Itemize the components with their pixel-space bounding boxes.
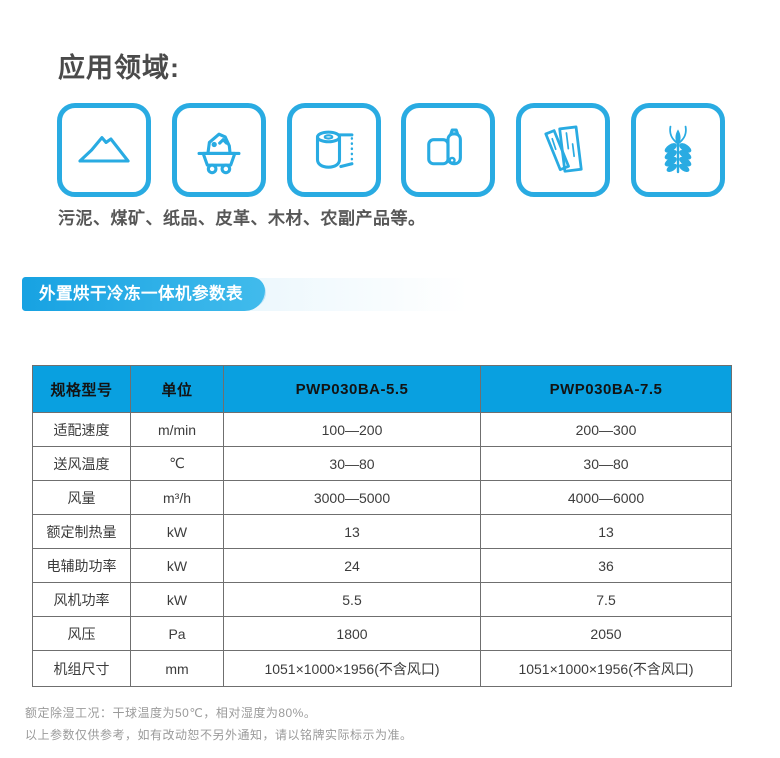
row-unit: ℃ bbox=[130, 446, 224, 481]
row-value-5-5: 5.5 bbox=[223, 582, 481, 617]
row-value-7-5: 36 bbox=[480, 548, 732, 583]
table-row: 电辅助功率 kW 24 36 bbox=[32, 548, 732, 583]
row-value-7-5: 7.5 bbox=[480, 582, 732, 617]
row-value-7-5: 4000—6000 bbox=[480, 480, 732, 515]
wood-planks-icon bbox=[516, 103, 611, 197]
application-icons-row bbox=[57, 103, 725, 197]
table-row: 风量 m³/h 3000—5000 4000—6000 bbox=[32, 480, 732, 515]
row-unit: kW bbox=[130, 582, 224, 617]
row-unit: m/min bbox=[130, 412, 224, 447]
spec-table: 规格型号 单位 PWP030BA-5.5 PWP030BA-7.5 适配速度 m… bbox=[32, 365, 732, 687]
row-value-5-5: 100—200 bbox=[223, 412, 481, 447]
table-row: 额定制热量 kW 13 13 bbox=[32, 514, 732, 549]
row-value-7-5: 30—80 bbox=[480, 446, 732, 481]
row-value-5-5: 24 bbox=[223, 548, 481, 583]
parameter-table-banner: 外置烘干冷冻一体机参数表 bbox=[22, 277, 265, 311]
row-label: 电辅助功率 bbox=[32, 548, 131, 583]
row-label: 适配速度 bbox=[32, 412, 131, 447]
row-label: 风量 bbox=[32, 480, 131, 515]
row-value-5-5: 3000—5000 bbox=[223, 480, 481, 515]
row-value-5-5: 1800 bbox=[223, 616, 481, 651]
application-areas-caption: 污泥、煤矿、纸品、皮革、木材、农副产品等。 bbox=[58, 209, 426, 228]
row-label: 风机功率 bbox=[32, 582, 131, 617]
coal-cart-icon bbox=[171, 103, 266, 197]
row-value-5-5: 30—80 bbox=[223, 446, 481, 481]
row-label: 风压 bbox=[32, 616, 131, 651]
row-value-7-5: 1051×1000×1956(不含风口) bbox=[480, 650, 732, 687]
row-unit: kW bbox=[130, 514, 224, 549]
spec-table-header-row: 规格型号 单位 PWP030BA-5.5 PWP030BA-7.5 bbox=[32, 365, 732, 413]
row-unit: m³/h bbox=[130, 480, 224, 515]
row-value-5-5: 1051×1000×1956(不含风口) bbox=[223, 650, 481, 687]
col-header-pwp030ba-5-5: PWP030BA-5.5 bbox=[223, 365, 481, 413]
row-unit: kW bbox=[130, 548, 224, 583]
row-unit: Pa bbox=[130, 616, 224, 651]
footnotes: 额定除湿工况：干球温度为50℃，相对湿度为80%。 以上参数仅供参考，如有改动恕… bbox=[25, 702, 413, 746]
row-value-5-5: 13 bbox=[223, 514, 481, 549]
table-row: 送风温度 ℃ 30—80 30—80 bbox=[32, 446, 732, 481]
row-value-7-5: 2050 bbox=[480, 616, 732, 651]
row-value-7-5: 200—300 bbox=[480, 412, 732, 447]
leather-roll-icon bbox=[401, 103, 496, 197]
col-header-unit: 单位 bbox=[130, 365, 224, 413]
wheat-ear-icon bbox=[630, 103, 725, 197]
row-label: 送风温度 bbox=[32, 446, 131, 481]
row-value-7-5: 13 bbox=[480, 514, 732, 549]
row-unit: mm bbox=[130, 650, 224, 687]
table-row: 适配速度 m/min 100—200 200—300 bbox=[32, 412, 732, 447]
col-header-pwp030ba-7-5: PWP030BA-7.5 bbox=[480, 365, 732, 413]
table-row: 机组尺寸 mm 1051×1000×1956(不含风口) 1051×1000×1… bbox=[32, 650, 732, 687]
table-row: 风压 Pa 1800 2050 bbox=[32, 616, 732, 651]
footnote-disclaimer: 以上参数仅供参考，如有改动恕不另外通知，请以铭牌实际标示为准。 bbox=[25, 728, 413, 742]
footnote-rated-condition: 额定除湿工况：干球温度为50℃，相对湿度为80%。 bbox=[25, 706, 317, 720]
application-areas-title: 应用领域: bbox=[58, 53, 180, 83]
table-row: 风机功率 kW 5.5 7.5 bbox=[32, 582, 732, 617]
row-label: 额定制热量 bbox=[32, 514, 131, 549]
col-header-model-spec: 规格型号 bbox=[32, 365, 131, 413]
paper-roll-icon bbox=[286, 103, 381, 197]
row-label: 机组尺寸 bbox=[32, 650, 131, 687]
sludge-mountain-icon bbox=[57, 103, 151, 197]
